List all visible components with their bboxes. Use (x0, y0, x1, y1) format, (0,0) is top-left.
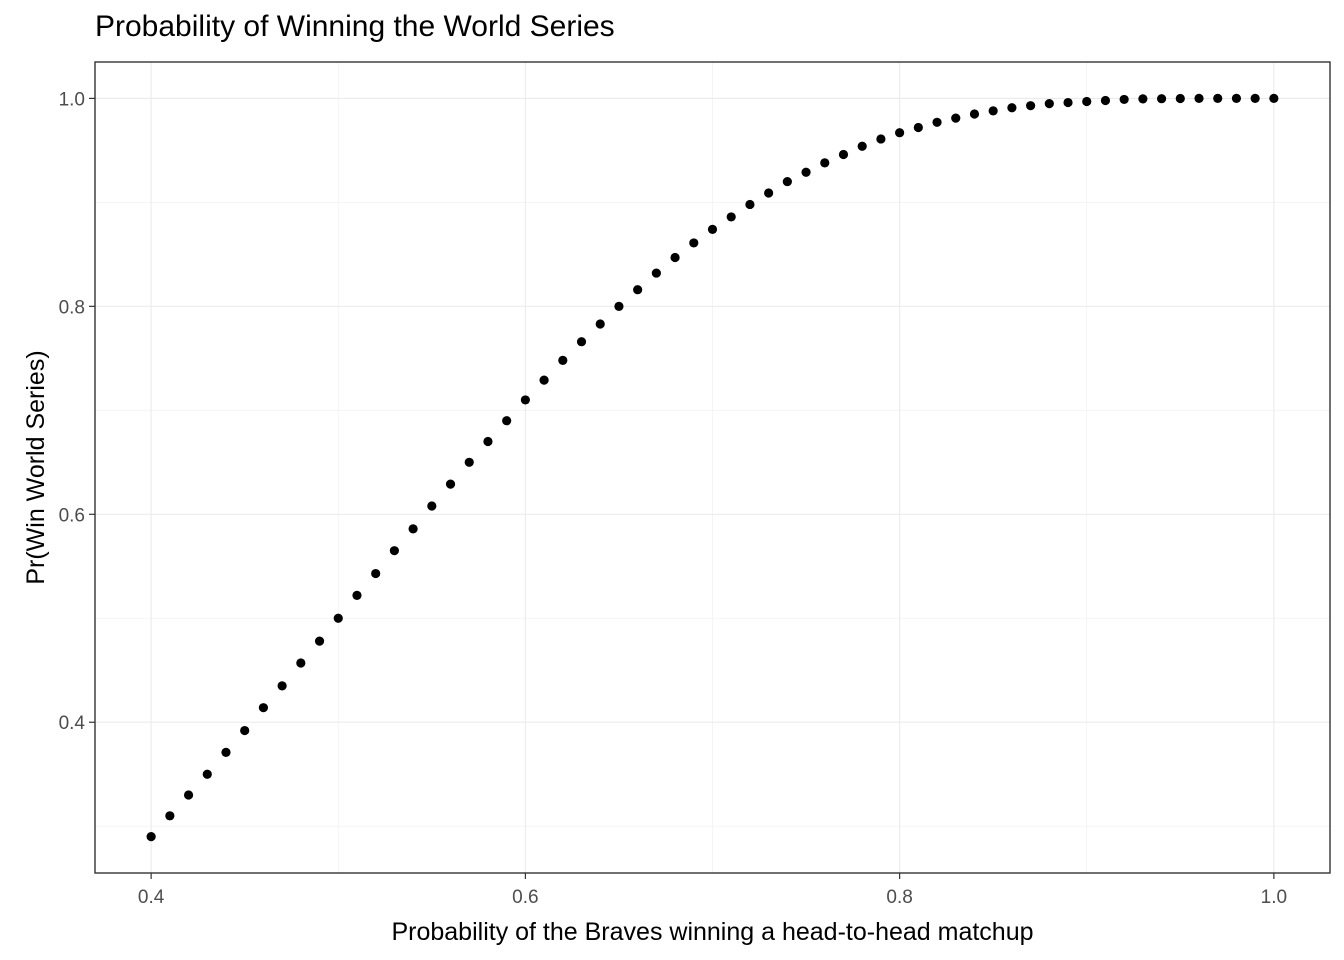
data-points (146, 93, 1279, 842)
data-point (539, 375, 549, 385)
data-point (764, 188, 774, 198)
data-point (1044, 98, 1054, 109)
data-point (1082, 96, 1092, 107)
data-point (445, 479, 456, 489)
data-point (1175, 93, 1185, 104)
y-tick-label: 0.8 (59, 297, 85, 318)
data-point (333, 613, 343, 623)
data-point (1250, 93, 1260, 103)
data-point (202, 769, 212, 779)
data-point (1063, 97, 1073, 108)
data-point (838, 149, 849, 160)
data-point (1269, 93, 1279, 103)
data-point (352, 590, 362, 600)
data-point (221, 747, 231, 757)
y-axis: 0.4 0.6 0.8 1.0 (59, 89, 95, 734)
data-point (895, 128, 905, 138)
data-point (782, 176, 792, 187)
data-point (240, 725, 250, 736)
data-point (183, 790, 194, 800)
chart-title: Probability of Winning the World Series (95, 10, 615, 43)
data-point (146, 832, 156, 842)
data-point (1231, 93, 1242, 103)
data-point (408, 524, 418, 534)
data-point (371, 568, 381, 579)
major-gridlines (95, 62, 1330, 873)
x-tick-label: 1.0 (1261, 887, 1287, 908)
data-point (651, 268, 661, 278)
y-axis-title: Pr(Win World Series) (22, 350, 50, 584)
data-point (1194, 93, 1204, 103)
data-point (502, 416, 512, 426)
x-tick-label: 0.4 (138, 887, 165, 908)
data-point (707, 224, 718, 234)
y-tick-label: 0.6 (59, 505, 85, 526)
y-tick-label: 1.0 (59, 89, 85, 110)
data-point (670, 252, 680, 263)
data-point (932, 117, 942, 127)
data-point (483, 436, 493, 447)
data-point (913, 122, 923, 133)
data-point (165, 811, 175, 821)
data-point (876, 134, 886, 144)
plot-border (94, 61, 1331, 874)
data-point (969, 109, 980, 119)
x-tick-label: 0.6 (512, 887, 538, 908)
data-point (558, 355, 568, 366)
data-point (520, 395, 530, 405)
data-point (1100, 95, 1111, 106)
data-point (277, 681, 287, 691)
data-point (314, 636, 325, 646)
x-tick-label: 0.8 (886, 887, 912, 908)
data-point (745, 199, 755, 210)
data-point (633, 285, 643, 295)
data-point (389, 546, 399, 556)
data-point (1026, 101, 1036, 111)
data-point (1156, 94, 1167, 104)
data-point (820, 158, 830, 168)
data-point (988, 106, 998, 116)
data-point (1138, 94, 1148, 104)
data-point (1213, 93, 1223, 103)
data-point (1119, 94, 1129, 105)
x-axis: 0.4 0.6 0.8 1.0 (138, 873, 1287, 908)
data-point (427, 501, 437, 511)
data-point (258, 703, 269, 713)
y-tick-label: 0.4 (59, 713, 86, 734)
data-point (595, 319, 605, 329)
data-point (464, 457, 474, 467)
data-point (614, 301, 624, 311)
data-point (1007, 103, 1017, 113)
minor-gridlines (95, 62, 1330, 873)
data-point (689, 238, 699, 248)
data-point (951, 113, 961, 123)
data-point (857, 141, 867, 151)
data-point (801, 167, 811, 177)
x-axis-title: Probability of the Braves winning a head… (391, 918, 1033, 946)
data-point (726, 212, 736, 222)
data-point (576, 337, 587, 347)
data-point (296, 658, 306, 668)
